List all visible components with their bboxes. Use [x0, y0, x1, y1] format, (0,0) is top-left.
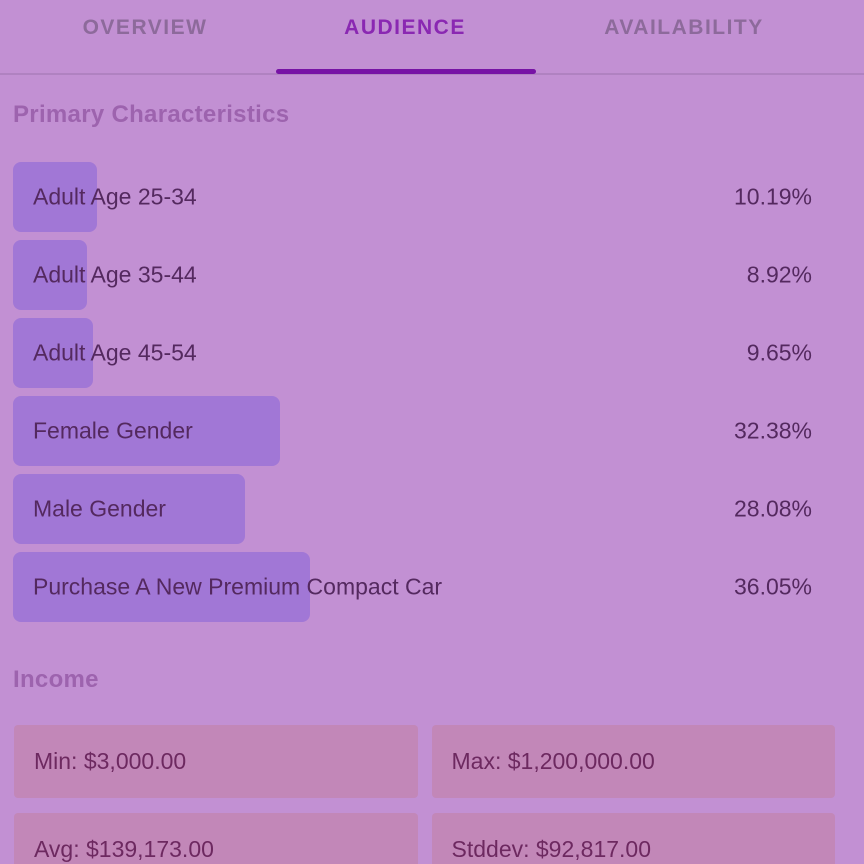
bar-row: Adult Age 25-34 10.19% — [13, 158, 836, 236]
active-tab-underline — [276, 69, 536, 74]
bar — [13, 552, 311, 622]
bar-row: Purchase A New Premium Compact Car 36.05… — [13, 548, 836, 626]
tab-bar: OVERVIEW AUDIENCE AVAILABILITY — [0, 0, 864, 75]
bar-row: Adult Age 45-54 9.65% — [13, 314, 836, 392]
bar-row: Female Gender 32.38% — [13, 392, 836, 470]
income-stats-grid: Min: $3,000.00 Max: $1,200,000.00 Avg: $… — [14, 725, 835, 864]
income-stat-stddev: Stddev: $92,817.00 — [431, 813, 835, 864]
bar-label: Adult Age 25-34 — [33, 183, 197, 210]
bar-value: 9.65% — [746, 339, 812, 366]
bar-row: Adult Age 35-44 8.92% — [13, 236, 836, 314]
bar-label: Purchase A New Premium Compact Car — [33, 573, 443, 600]
tab-audience[interactable]: AUDIENCE — [344, 16, 466, 39]
stat-text: Stddev: $92,817.00 — [451, 836, 652, 862]
stat-text: Avg: $139,173.00 — [34, 836, 214, 862]
bar-label: Female Gender — [33, 417, 193, 444]
bar-value: 36.05% — [733, 573, 812, 600]
bar-value: 28.08% — [733, 495, 812, 522]
bar — [13, 474, 245, 544]
stat-text: Min: $3,000.00 — [34, 748, 187, 774]
tab-bar-divider — [0, 73, 864, 75]
tab-overview[interactable]: OVERVIEW — [82, 16, 208, 39]
income-stat-max: Max: $1,200,000.00 — [431, 725, 835, 798]
section-title-primary-characteristics: Primary Characteristics — [13, 101, 290, 128]
income-stat-avg: Avg: $139,173.00 — [14, 813, 418, 864]
bar-value: 10.19% — [733, 183, 812, 210]
bar — [13, 162, 98, 232]
tab-availability[interactable]: AVAILABILITY — [604, 16, 764, 39]
bar — [13, 240, 87, 310]
bar — [13, 396, 281, 466]
bar-label: Male Gender — [33, 495, 166, 522]
bar — [13, 318, 93, 388]
stat-text: Max: $1,200,000.00 — [451, 748, 655, 774]
bar-label: Adult Age 35-44 — [33, 261, 197, 288]
bar-row: Male Gender 28.08% — [13, 470, 836, 548]
bar-value: 8.92% — [746, 261, 812, 288]
section-title-income: Income — [13, 666, 99, 693]
income-stat-min: Min: $3,000.00 — [14, 725, 418, 798]
bar-label: Adult Age 45-54 — [33, 339, 197, 366]
characteristics-bar-chart: Adult Age 25-34 10.19% Adult Age 35-44 8… — [13, 158, 836, 626]
bar-value: 32.38% — [733, 417, 812, 444]
